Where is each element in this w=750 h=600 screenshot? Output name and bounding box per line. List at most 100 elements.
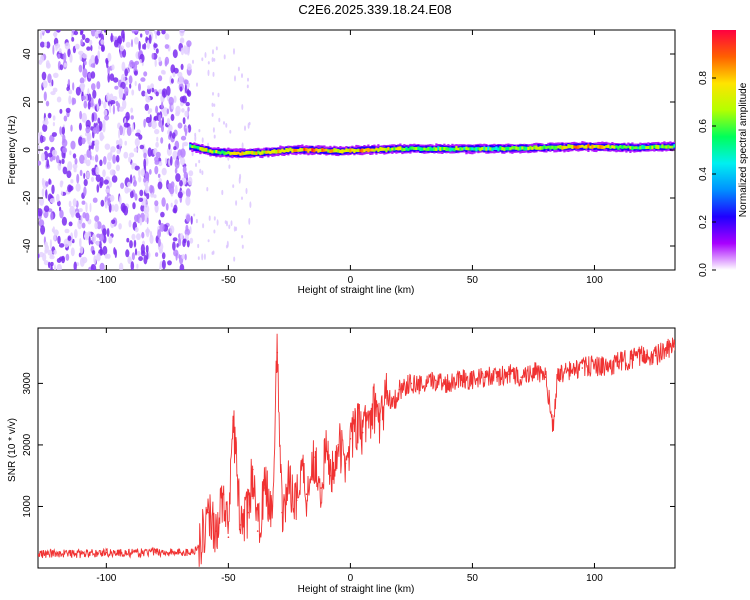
noise-speckle: [52, 87, 58, 93]
noise-speckle: [185, 188, 191, 198]
carrier-band-segment: [329, 149, 332, 153]
noise-speckle: [172, 150, 178, 160]
noise-speckle: [225, 244, 228, 249]
noise-speckle: [198, 159, 201, 164]
noise-speckle: [197, 256, 200, 260]
snr-x-ticks: -100 -50 0 50 100: [96, 328, 603, 584]
noise-speckle: [71, 97, 75, 106]
carrier-band-segment: [269, 151, 272, 155]
noise-speckle: [131, 233, 136, 240]
noise-speckle: [85, 202, 88, 213]
snr-point: [378, 419, 381, 422]
noise-speckle: [207, 239, 210, 243]
noise-speckle: [96, 81, 101, 90]
noise-speckle: [164, 33, 170, 40]
carrier-band-segment: [301, 148, 304, 152]
noise-speckle: [176, 243, 179, 248]
noise-speckle: [83, 172, 86, 179]
carrier-band-segment: [611, 145, 614, 149]
noise-speckle: [74, 43, 80, 50]
noise-speckle: [79, 257, 85, 267]
colorbar-label: Normalized spectral amplitude: [738, 82, 749, 217]
noise-speckle: [82, 53, 88, 59]
noise-speckle: [56, 263, 62, 270]
noise-speckle: [185, 196, 191, 206]
noise-speckle: [98, 233, 105, 242]
noise-speckle: [99, 262, 105, 270]
carrier-band-segment: [563, 145, 566, 150]
noise-speckle: [106, 161, 112, 170]
noise-speckle: [81, 200, 86, 205]
noise-speckle: [186, 214, 191, 223]
noise-speckle: [184, 127, 187, 137]
noise-speckle: [102, 228, 107, 236]
noise-speckle: [161, 259, 166, 270]
noise-speckle: [168, 143, 171, 150]
carrier-band-segment: [415, 147, 418, 151]
noise-speckle: [53, 72, 59, 79]
noise-speckle: [133, 147, 138, 153]
carrier-band-segment: [645, 146, 648, 150]
heatmap-y-axis-label: Frequency (Hz): [7, 116, 18, 185]
noise-speckle: [70, 247, 75, 257]
noise-speckle: [128, 220, 132, 228]
noise-speckle: [85, 212, 90, 222]
noise-speckle: [123, 122, 130, 128]
snr-point: [593, 364, 596, 366]
noise-speckle: [183, 238, 187, 244]
noise-speckle: [138, 175, 142, 183]
noise-speckle: [90, 54, 96, 64]
noise-speckle: [162, 116, 164, 127]
noise-speckle: [182, 142, 185, 151]
noise-speckle: [160, 137, 164, 144]
noise-speckle: [142, 197, 147, 207]
noise-speckle: [151, 120, 157, 130]
carrier-band-segment: [581, 144, 584, 148]
noise-speckle: [71, 32, 74, 39]
colorbar-ticks: 0.0 0.2 0.4 0.6 0.8: [698, 71, 716, 277]
carrier-band-segment: [617, 146, 620, 150]
noise-speckle: [139, 59, 142, 64]
noise-speckle: [51, 132, 58, 137]
noise-speckle: [97, 50, 100, 60]
noise-speckle: [121, 61, 126, 72]
carrier-band-segment: [225, 151, 228, 155]
noise-speckle: [172, 207, 177, 214]
noise-speckle: [45, 181, 49, 187]
noise-speckle: [126, 126, 132, 137]
carrier-band-segment: [311, 147, 314, 153]
carrier-band-segment: [221, 150, 224, 154]
noise-speckle: [95, 174, 101, 182]
noise-speckle: [63, 62, 67, 68]
noise-speckle: [179, 86, 183, 92]
carrier-band-segment: [533, 145, 536, 150]
noise-speckle: [144, 213, 147, 223]
carrier-band-segment: [663, 145, 666, 149]
carrier-band-segment: [351, 148, 354, 152]
noise-speckle: [99, 181, 103, 189]
carrier-band-segment: [249, 150, 252, 155]
noise-speckle: [136, 263, 139, 269]
noise-speckle: [115, 164, 120, 172]
carrier-band-segment: [227, 150, 230, 154]
carrier-band-segment: [361, 148, 364, 153]
noise-speckle: [59, 209, 64, 219]
noise-speckle: [160, 211, 165, 218]
noise-speckle: [207, 69, 210, 77]
noise-speckle: [159, 222, 165, 232]
noise-speckle: [123, 205, 129, 216]
noise-speckle: [70, 179, 74, 184]
carrier-band-segment: [475, 147, 478, 152]
noise-speckle: [144, 30, 150, 36]
noise-speckle: [134, 37, 139, 45]
noise-speckle: [212, 71, 215, 77]
noise-speckle: [213, 103, 216, 107]
noise-speckle: [172, 72, 176, 78]
noise-speckle: [213, 134, 216, 139]
carrier-band-segment: [641, 145, 644, 150]
noise-speckle: [98, 45, 101, 50]
noise-speckle: [174, 199, 178, 205]
snr-point: [239, 524, 242, 526]
carrier-band-segment: [397, 146, 400, 151]
noise-speckle: [229, 129, 232, 134]
